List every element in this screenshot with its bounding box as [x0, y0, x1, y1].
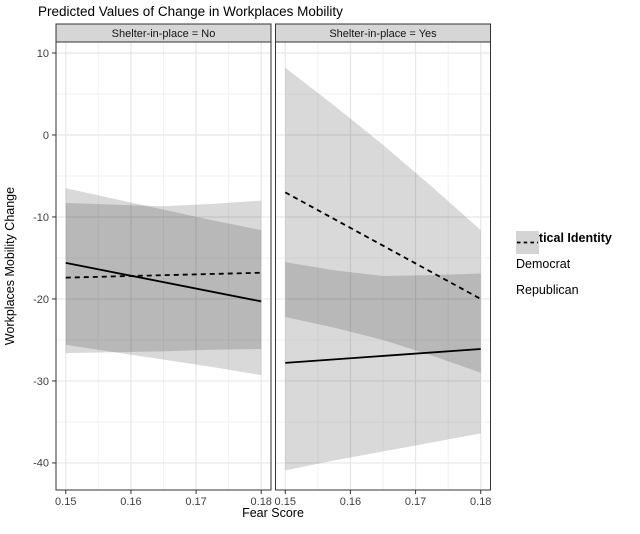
facet-strip — [275, 23, 491, 43]
x-tick-label: 0.16 — [340, 496, 361, 508]
legend-item-democrat: Democrat — [516, 231, 612, 277]
facet-strip-label: Shelter-in-place = No — [112, 28, 216, 40]
x-tick-label: 0.17 — [405, 496, 426, 508]
line-democrat — [285, 348, 481, 364]
legend-key-background — [516, 231, 539, 254]
line-republican — [284, 191, 482, 300]
legend-title: Political Identity — [516, 231, 612, 245]
legend-items: Democrat Republican — [516, 231, 612, 303]
y-tick-label: 10 — [37, 48, 49, 60]
line-democrat — [65, 262, 262, 303]
x-tick-label: 0.15 — [275, 496, 296, 508]
y-tick-label: -20 — [33, 294, 49, 306]
ribbon-republican — [65, 200, 262, 354]
legend-item-republican: Republican — [516, 231, 612, 303]
legend-item-label: Republican — [516, 283, 579, 297]
x-tick-label: 0.15 — [55, 496, 76, 508]
y-tick-label: -40 — [33, 458, 49, 470]
y-tick-label: -10 — [33, 212, 49, 224]
x-tick-label: 0.18 — [251, 496, 272, 508]
y-axis-title: Workplaces Mobility Change — [3, 187, 17, 345]
x-tick-label: 0.16 — [120, 496, 141, 508]
y-tick-label: -30 — [33, 376, 49, 388]
legend-key-dashed-line-icon — [516, 231, 539, 254]
ribbon-democrat — [285, 262, 481, 471]
facet-strip — [55, 23, 272, 43]
chart-title: Predicted Values of Change in Workplaces… — [38, 4, 343, 19]
facet-strip-label: Shelter-in-place = Yes — [329, 28, 437, 40]
ribbon-republican — [285, 67, 481, 373]
plot-panels: Shelter-in-place = No 0.15 0.16 0.17 0.18 She… — [33, 23, 491, 508]
line-republican — [65, 271, 262, 279]
x-tick-label: 0.18 — [470, 496, 491, 508]
x-axis-title: Fear Score — [242, 506, 304, 520]
legend-item-label: Democrat — [516, 257, 571, 271]
legend: Political Identity Democrat Republican — [516, 231, 612, 303]
y-tick-label: 0 — [43, 130, 49, 142]
x-tick-label: 0.17 — [185, 496, 206, 508]
